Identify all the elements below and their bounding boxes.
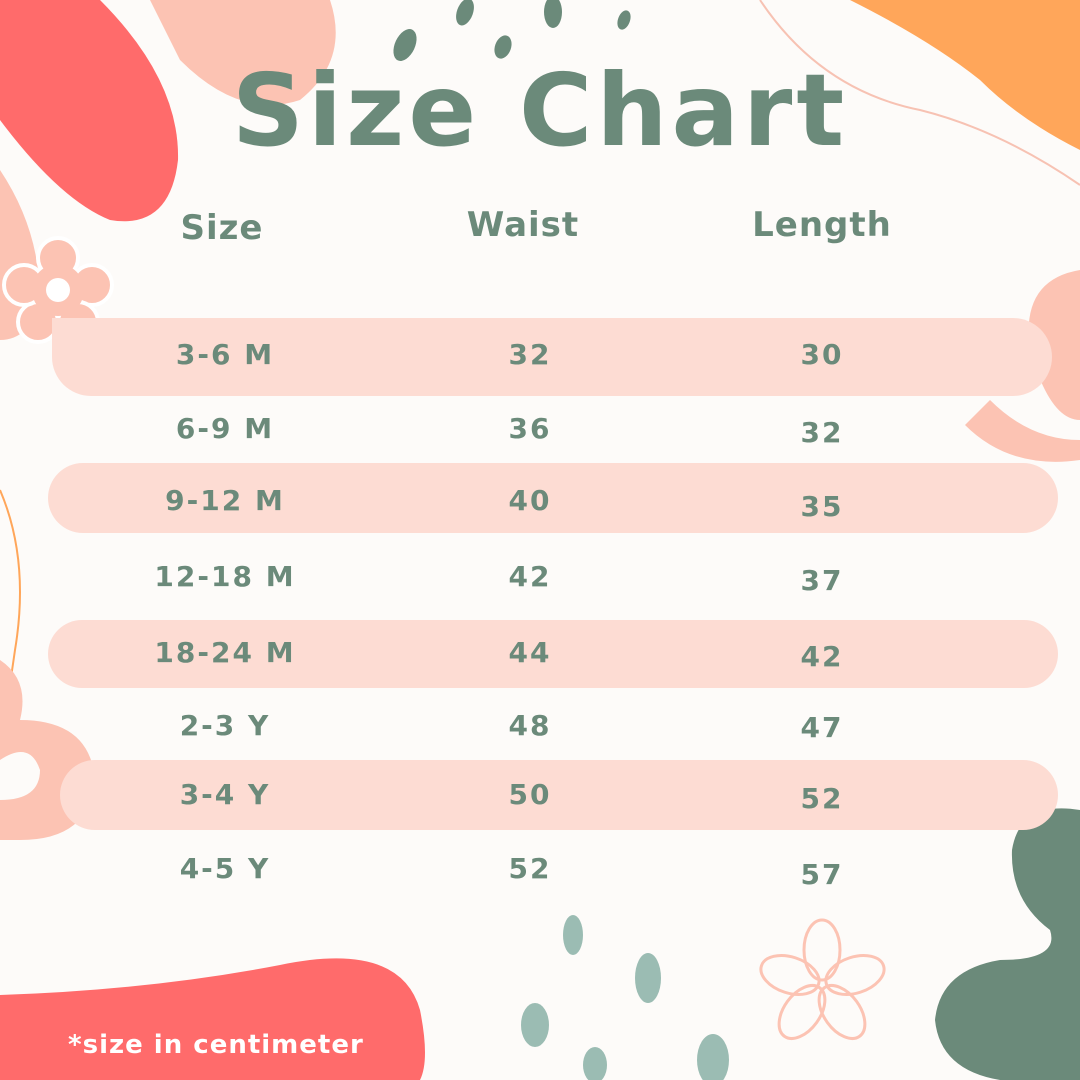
- cell-length: 35: [800, 490, 844, 523]
- cell-size: 6-9 M: [175, 412, 275, 445]
- footnote: *size in centimeter: [68, 1030, 364, 1060]
- page-title: Size Chart: [231, 52, 849, 169]
- cell-length: 42: [800, 640, 844, 673]
- coral-blob-top-left: [0, 0, 179, 222]
- coral-blob-bottom: [0, 958, 425, 1080]
- orange-blob-top-right: [850, 0, 1080, 150]
- cell-size: 3-6 M: [175, 338, 275, 371]
- cell-length: 57: [800, 858, 844, 891]
- cell-waist: 52: [508, 852, 552, 885]
- cell-waist: 32: [508, 338, 552, 371]
- cell-waist: 44: [508, 636, 552, 669]
- dots-bottom: [521, 915, 729, 1080]
- cell-waist: 48: [508, 709, 552, 742]
- row-band-5: [48, 620, 1058, 688]
- cell-waist: 42: [508, 560, 552, 593]
- header-size: Size: [180, 208, 264, 248]
- row-band-3: [48, 463, 1058, 533]
- cell-length: 52: [800, 782, 844, 815]
- flower-outline-icon: [759, 918, 886, 1040]
- cell-waist: 36: [508, 412, 552, 445]
- cell-waist: 50: [508, 778, 552, 811]
- cell-size: 18-24 M: [154, 636, 296, 669]
- cell-length: 32: [800, 416, 844, 449]
- cell-waist: 40: [508, 484, 552, 517]
- row-band-1: [52, 318, 1052, 396]
- peach-blob-top: [150, 0, 336, 105]
- line-top-right: [759, 0, 1080, 186]
- dots-top: [393, 0, 631, 61]
- header-waist: Waist: [466, 205, 580, 245]
- ring-right: [965, 270, 1080, 462]
- cell-size: 4-5 Y: [179, 852, 271, 885]
- row-band-7: [60, 760, 1058, 830]
- header-length: Length: [752, 205, 892, 245]
- cell-size: 3-4 Y: [179, 778, 271, 811]
- sage-blob-bottom-right: [935, 808, 1080, 1080]
- cell-length: 30: [800, 338, 844, 371]
- cell-size: 9-12 M: [165, 484, 285, 517]
- cell-length: 37: [800, 564, 844, 597]
- cell-size: 12-18 M: [154, 560, 296, 593]
- cell-length: 47: [800, 711, 844, 744]
- cell-size: 2-3 Y: [179, 709, 271, 742]
